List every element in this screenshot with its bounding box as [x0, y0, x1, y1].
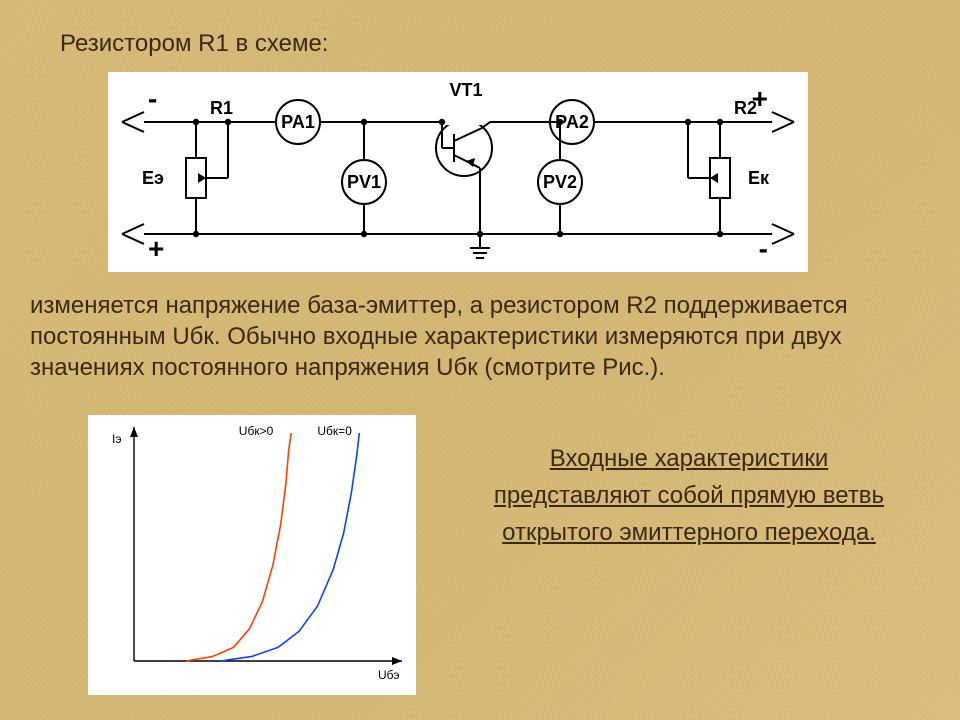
svg-text:Eэ: Eэ [142, 168, 164, 188]
circuit-diagram: R1R2PA1PA2PV1PV2VT1-++-EэЕк [108, 72, 808, 272]
svg-text:Uбк>0: Uбк>0 [239, 424, 274, 438]
svg-text:PV2: PV2 [543, 172, 577, 192]
svg-text:PA1: PA1 [281, 112, 315, 132]
paragraph-text: изменяется напряжение база-эмиттер, а ре… [30, 290, 930, 384]
svg-text:PV1: PV1 [347, 172, 381, 192]
title-text: Резистором R1 в схеме: [60, 30, 328, 58]
svg-text:Iэ: Iэ [112, 432, 121, 446]
svg-text:+: + [752, 83, 768, 114]
svg-text:+: + [148, 233, 164, 264]
svg-text:VT1: VT1 [449, 80, 482, 100]
conclusion-text: Входные характеристики представляют собо… [468, 440, 910, 552]
svg-text:R1: R1 [210, 98, 233, 118]
svg-text:Uбэ: Uбэ [378, 668, 400, 682]
svg-text:-: - [148, 83, 157, 114]
input-characteristics-graph: Iэ Uбэ Uбк>0 Uбк=0 [88, 415, 416, 695]
svg-text:Ек: Ек [748, 168, 770, 188]
svg-text:-: - [759, 233, 768, 264]
svg-text:Uбк=0: Uбк=0 [317, 424, 352, 438]
